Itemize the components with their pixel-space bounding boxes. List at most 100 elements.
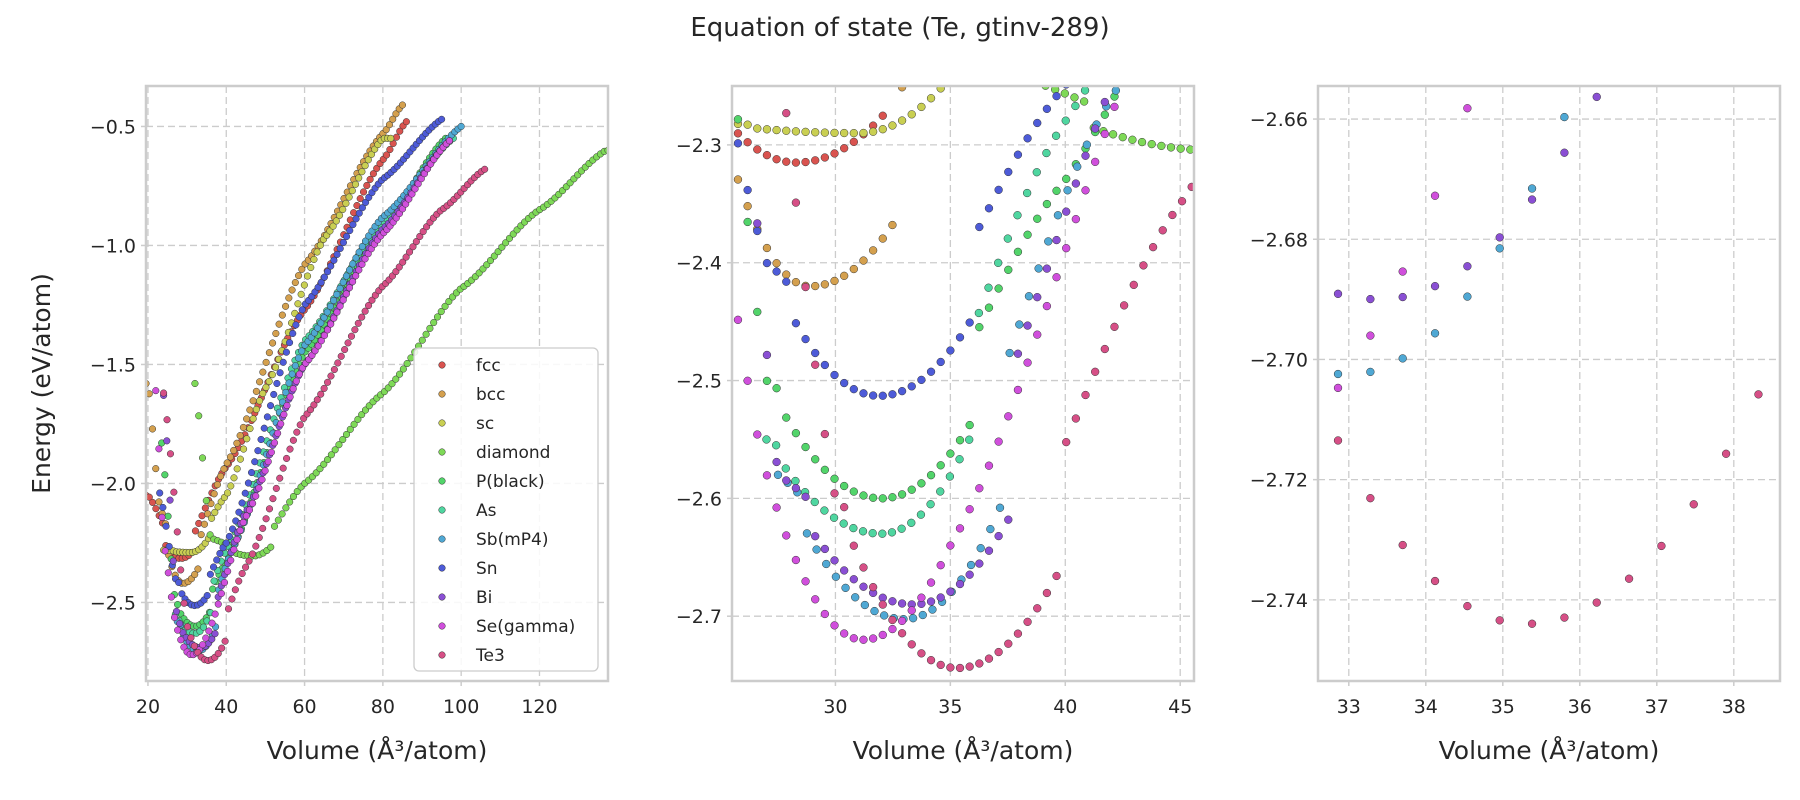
x-axis-label: Volume (Å³/atom) <box>1439 736 1660 765</box>
data-point <box>1052 571 1061 581</box>
data-point <box>926 656 936 665</box>
data-point <box>160 389 168 397</box>
data-point <box>165 542 173 551</box>
data-point <box>295 370 304 378</box>
data-point <box>242 512 250 520</box>
data-point <box>1430 329 1440 338</box>
data-point <box>243 415 251 423</box>
data-point <box>296 421 304 429</box>
data-point <box>286 339 294 347</box>
data-point <box>1176 144 1185 153</box>
data-point <box>369 170 377 178</box>
data-point <box>868 582 878 592</box>
data-point <box>1023 230 1032 239</box>
x-tick-label: 35 <box>1491 696 1515 718</box>
data-point <box>888 597 897 606</box>
data-point <box>1119 301 1129 310</box>
data-point <box>907 518 916 527</box>
data-point <box>324 456 332 464</box>
data-point <box>214 503 222 511</box>
data-point <box>868 493 878 502</box>
y-tick-label: −2.3 <box>676 135 722 157</box>
series-bcc <box>732 86 907 291</box>
data-point <box>1052 186 1061 195</box>
data-point <box>262 383 270 391</box>
data-point <box>272 484 280 492</box>
series-te3 <box>782 108 1194 673</box>
panel-overview: −2.5 −2.0 −1.5 −1.0 −0.5 20 40 60 80 100 120 Volume… <box>27 84 610 765</box>
data-point <box>267 543 275 551</box>
data-point <box>334 359 342 367</box>
data-point <box>213 481 221 489</box>
data-point <box>1495 244 1504 253</box>
data-point <box>1196 146 1204 154</box>
data-point <box>405 248 414 256</box>
data-point <box>317 390 325 398</box>
data-point <box>771 441 781 450</box>
data-point <box>259 389 267 398</box>
data-point <box>946 73 954 81</box>
data-point <box>840 481 849 491</box>
data-point <box>791 198 801 207</box>
data-point <box>177 566 185 574</box>
data-point <box>897 86 907 92</box>
data-point <box>772 503 781 512</box>
data-point <box>897 116 907 125</box>
data-point <box>216 549 224 557</box>
data-point <box>416 232 424 241</box>
series-te3 <box>1333 390 1763 628</box>
data-point <box>367 150 376 158</box>
data-point <box>1023 134 1032 143</box>
data-point <box>1120 77 1128 85</box>
data-point <box>235 577 243 585</box>
data-point <box>984 283 993 292</box>
data-point <box>261 467 269 475</box>
data-point <box>840 503 849 512</box>
data-point <box>878 391 887 400</box>
data-point <box>303 272 312 280</box>
data-point <box>277 420 285 428</box>
data-point <box>936 660 945 670</box>
data-point <box>229 525 237 533</box>
data-point <box>772 384 781 393</box>
data-point <box>753 124 762 133</box>
data-point <box>356 195 364 203</box>
data-point <box>173 528 181 536</box>
data-point <box>1333 436 1343 445</box>
data-point <box>295 313 303 321</box>
data-point <box>801 442 810 452</box>
data-point <box>161 471 169 479</box>
data-point <box>984 546 994 555</box>
data-point <box>259 524 267 532</box>
data-point <box>753 219 762 228</box>
data-point <box>355 209 363 217</box>
data-point <box>897 524 906 533</box>
data-point <box>164 569 172 577</box>
data-point <box>1463 601 1472 611</box>
data-point <box>955 579 965 589</box>
data-point <box>481 165 489 173</box>
data-point <box>351 326 359 334</box>
data-point <box>772 155 781 164</box>
data-point <box>1398 267 1407 276</box>
data-point <box>1042 301 1052 311</box>
data-point <box>812 545 821 554</box>
data-point <box>402 253 410 261</box>
data-point <box>342 199 350 207</box>
data-point <box>733 315 743 324</box>
data-point <box>1111 86 1121 95</box>
data-point <box>840 144 849 153</box>
data-point <box>849 523 858 533</box>
data-point <box>1052 273 1061 282</box>
data-point <box>174 626 182 634</box>
data-point <box>187 634 195 642</box>
points-layer <box>732 62 1204 673</box>
data-point <box>238 499 246 507</box>
data-point <box>860 600 870 610</box>
data-point <box>868 127 878 136</box>
data-point <box>849 541 858 550</box>
data-point <box>946 449 955 458</box>
data-point <box>984 62 992 70</box>
data-point <box>358 204 366 212</box>
data-point <box>1398 354 1407 363</box>
